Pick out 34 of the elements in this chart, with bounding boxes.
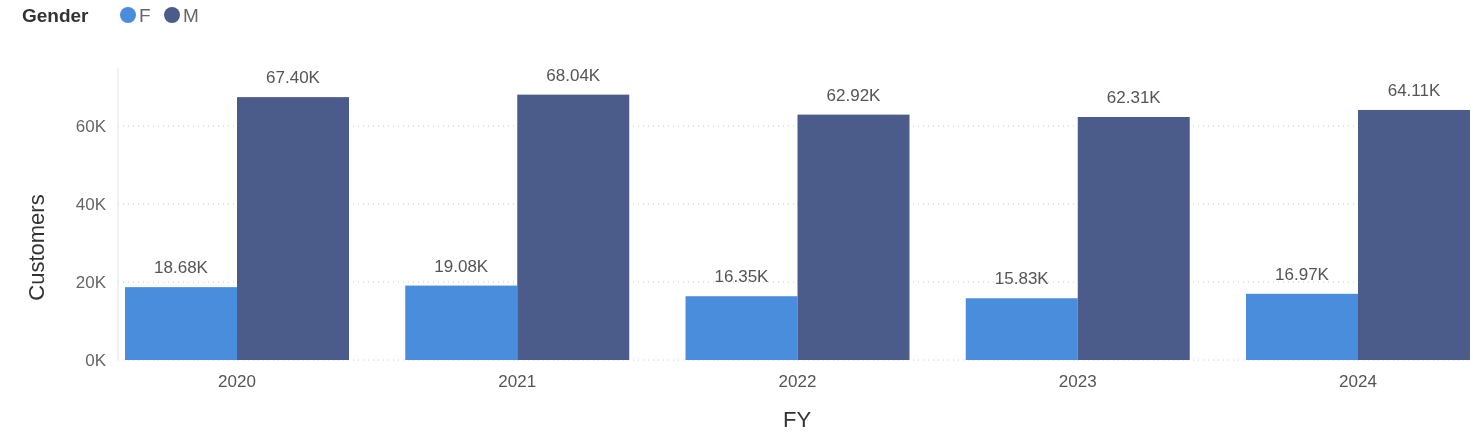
bar bbox=[125, 287, 237, 360]
x-tick-label: 2022 bbox=[778, 372, 817, 391]
data-label: 16.35K bbox=[714, 267, 770, 287]
bar bbox=[965, 298, 1078, 360]
y-tick-label: 40K bbox=[75, 194, 107, 214]
data-label: 62.31K bbox=[1106, 87, 1162, 107]
bar bbox=[685, 296, 798, 360]
x-tick-label: 2023 bbox=[1058, 372, 1097, 391]
bar bbox=[517, 94, 630, 360]
data-label: 62.92K bbox=[826, 85, 882, 105]
y-tick-label: 20K bbox=[75, 272, 107, 292]
data-label: 64.11K bbox=[1387, 80, 1441, 100]
bar bbox=[797, 114, 910, 360]
bar bbox=[237, 97, 349, 360]
bar bbox=[405, 285, 518, 360]
data-label: 19.08K bbox=[434, 256, 489, 276]
x-axis-title: FY bbox=[782, 407, 812, 432]
x-tick-label: 2021 bbox=[498, 372, 537, 391]
y-axis-title: Customers bbox=[24, 194, 49, 301]
y-tick-label: 60K bbox=[75, 116, 107, 136]
data-label: 15.83K bbox=[994, 269, 1050, 289]
x-tick-label: 2020 bbox=[218, 372, 256, 391]
legend-label: M bbox=[183, 5, 199, 26]
x-tick-label: 2024 bbox=[1339, 372, 1377, 391]
bar bbox=[1077, 116, 1190, 360]
bar bbox=[1358, 109, 1470, 360]
bar bbox=[1246, 293, 1358, 360]
legend-label: F bbox=[139, 5, 151, 26]
y-tick-label: 0K bbox=[85, 350, 107, 370]
data-label: 18.68K bbox=[154, 258, 209, 278]
data-label: 67.40K bbox=[266, 68, 321, 88]
data-label: 68.04K bbox=[546, 65, 601, 85]
legend-title: Gender bbox=[22, 5, 90, 26]
data-label: 16.97K bbox=[1275, 264, 1330, 284]
